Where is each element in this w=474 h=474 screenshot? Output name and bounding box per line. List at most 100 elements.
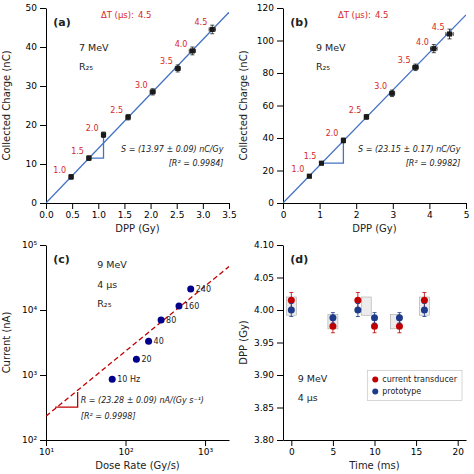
point [288, 297, 295, 304]
point [390, 91, 395, 96]
x-error-bar [209, 27, 215, 31]
x-tick-mark [229, 203, 230, 209]
point [421, 307, 428, 314]
point [190, 48, 195, 53]
y-tick-label: 60 [263, 101, 275, 111]
x-tick: 5 [331, 440, 337, 457]
x-tick-mark [291, 440, 292, 446]
y-error-bar [448, 29, 452, 39]
x-tick-label: 10³ [198, 447, 213, 457]
y-error-bar [319, 162, 323, 165]
y-tick-label: 50 [26, 3, 38, 13]
x-tick-mark [416, 440, 417, 446]
x-tick-label: 0.5 [65, 210, 79, 220]
x-tick: 2.0 [144, 203, 159, 220]
panel: 0.00.51.01.52.02.53.03.501020304050DPP (… [1, 3, 237, 234]
x-tick-mark [393, 203, 394, 209]
point [69, 174, 74, 179]
panel-title: (a) [53, 16, 70, 29]
y-error-bar [102, 132, 106, 137]
y-error-bar [151, 89, 155, 95]
y-tick-label: 40 [263, 133, 275, 143]
point [329, 323, 336, 330]
point-label: 2.5 [349, 106, 362, 115]
text-layer: 10 Hz204080160240(c)9 MeV4 μsR₂₅R = (23.… [53, 253, 211, 421]
point-label: 1.5 [304, 152, 317, 161]
y-tick: 3.85 [254, 403, 283, 413]
panel-title: (d) [290, 253, 308, 266]
y-tick-label: 40 [26, 42, 38, 52]
x-tick-label: 10² [118, 447, 133, 457]
y-tick: 80 [263, 68, 283, 78]
y-error-bar [307, 175, 311, 178]
point-label: 80 [166, 316, 176, 325]
point [371, 323, 378, 330]
y-error-bar [432, 45, 436, 53]
plot-marks [46, 12, 229, 203]
point-label: 4.5 [195, 18, 208, 27]
y-axis: 020406080100120 [257, 3, 284, 208]
point-label: 240 [196, 285, 211, 294]
annotation: S = (13.97 ± 0.09) nC/Gy [121, 145, 224, 154]
figure: 0.00.51.01.52.02.53.03.501020304050DPP (… [0, 0, 474, 474]
x-tick: 10 [369, 440, 381, 457]
x-error-bar [446, 32, 453, 36]
x-error-bar [430, 47, 437, 51]
y-tick: 10³ [22, 370, 46, 380]
x-tick-label: 3 [390, 210, 396, 220]
point-label: 1.0 [292, 165, 305, 174]
line [55, 392, 78, 407]
panel: 051015203.803.853.903.954.004.054.10Time… [238, 240, 467, 471]
y-tick: 30 [26, 81, 46, 91]
x-tick-label: 10 [369, 447, 381, 457]
y-tick-label: 30 [26, 81, 38, 91]
point [431, 46, 436, 51]
y-tick-label: 0 [31, 198, 37, 208]
point-label: 2.0 [86, 124, 99, 133]
y-tick-label: 3.80 [254, 435, 274, 445]
x-tick-mark [356, 203, 357, 209]
y-error-bar [190, 47, 194, 55]
y-tick-mark [277, 8, 283, 9]
y-tick-label: 3.85 [254, 403, 274, 413]
text-layer: 1.01.52.02.53.03.54.04.5(b)ΔT (μs):4.59 … [290, 10, 460, 174]
y-error-bar [210, 25, 214, 34]
x-error-bar [175, 66, 180, 70]
x-tick-mark [466, 203, 467, 209]
point-label: 1.0 [53, 166, 66, 175]
x-tick: 2 [354, 203, 360, 220]
line [89, 135, 104, 158]
y-tick: 10² [22, 435, 46, 445]
plot-marks [283, 15, 466, 203]
x-tick-label: 1.0 [92, 210, 107, 220]
x-tick-mark [98, 203, 99, 209]
point [396, 323, 403, 330]
y-axis-line [283, 246, 284, 441]
line [321, 140, 343, 163]
y-tick: 20 [26, 120, 46, 130]
panel-title: (c) [53, 253, 70, 266]
y-tick-mark [277, 245, 283, 246]
point [150, 89, 155, 94]
x-tick-mark [46, 440, 47, 446]
x-error-bar [69, 175, 73, 179]
x-tick-label: 5 [464, 210, 470, 220]
point [210, 27, 215, 32]
x-tick: 1.5 [118, 203, 132, 220]
y-axis-title: DPP (Gy) [238, 320, 249, 365]
y-error-bar [69, 175, 73, 180]
x-tick-label: 15 [411, 447, 422, 457]
x-error-bar [364, 115, 368, 119]
y-tick-label: 10² [22, 435, 37, 445]
point-label: 3.0 [135, 81, 148, 90]
x-tick: 10¹ [39, 440, 54, 457]
annotation: [R² = 0.9984] [169, 159, 224, 168]
legend-item: current transducer [372, 375, 457, 384]
y-tick-mark [277, 73, 283, 74]
text-layer: 1.01.52.02.53.03.54.04.5(a)ΔT (μs):4.57 … [53, 10, 223, 175]
y-tick-mark [277, 138, 283, 139]
point [101, 132, 106, 137]
y-tick-mark [40, 125, 46, 126]
annotation: ΔT (μs): [338, 10, 371, 20]
y-tick: 0 [31, 198, 46, 208]
